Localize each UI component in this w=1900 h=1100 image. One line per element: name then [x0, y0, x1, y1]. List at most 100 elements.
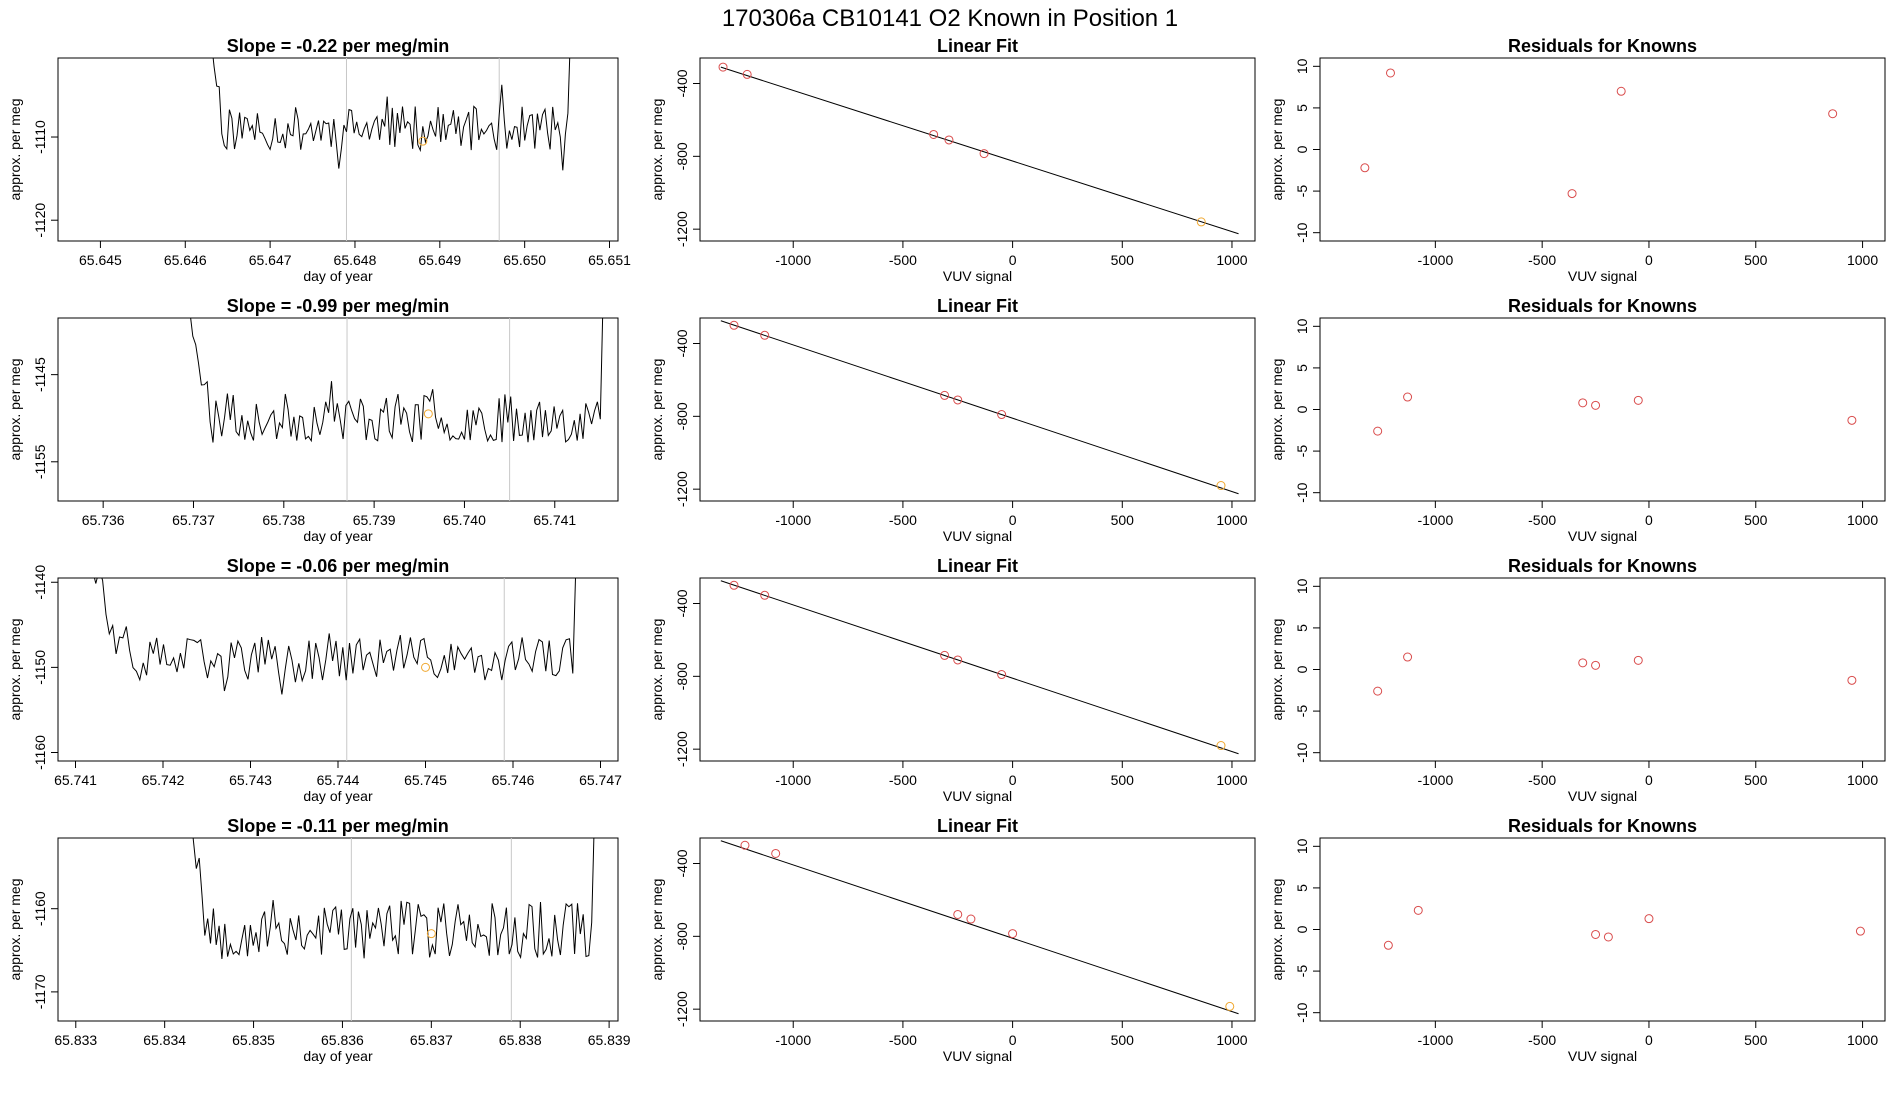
- fit-x-tick-label: 1000: [1216, 772, 1247, 788]
- fit-y-tick-label: -400: [674, 329, 690, 357]
- residual-point: [1403, 652, 1413, 662]
- timeseries-reference-point: [418, 136, 428, 146]
- residual-point: [1567, 189, 1577, 199]
- timeseries-x-tick-label: 65.645: [79, 252, 122, 268]
- timeseries-x-tick-label: 65.837: [410, 1032, 453, 1048]
- timeseries-x-tick-label: 65.647: [249, 252, 292, 268]
- residual-point: [1360, 163, 1370, 173]
- fit-regression-line: [720, 66, 1239, 235]
- timeseries-y-axis-label: approx. per meg: [7, 99, 23, 201]
- timeseries-trace: [192, 838, 595, 960]
- fit-panel-row-2: -1000 -500 0 500 1000 -400 -800 -1200 Linear Fit…: [649, 296, 1256, 544]
- timeseries-x-tick-label: 65.650: [503, 252, 546, 268]
- fit-regression-line: [720, 320, 1239, 495]
- fit-x-tick-label: 0: [1009, 1032, 1017, 1048]
- timeseries-plot-frame: [57, 317, 619, 502]
- fit-known-point: [1008, 929, 1018, 939]
- residual-point: [1633, 655, 1643, 665]
- fit-reference-point: [1216, 741, 1226, 751]
- timeseries-x-tick-label: 65.834: [143, 1032, 186, 1048]
- fit-y-tick-label: -1200: [674, 991, 690, 1027]
- residuals-y-axis-label: approx. per meg: [1269, 879, 1285, 981]
- fit-known-point: [953, 395, 963, 405]
- timeseries-trace: [93, 578, 576, 695]
- timeseries-y-axis-label: approx. per meg: [7, 619, 23, 721]
- residuals-y-axis-label: approx. per meg: [1269, 99, 1285, 201]
- residual-point: [1603, 932, 1613, 942]
- timeseries-x-tick-label: 65.739: [353, 512, 396, 528]
- residuals-x-tick-label: 500: [1744, 1032, 1768, 1048]
- fit-known-point: [742, 69, 752, 79]
- fit-y-tick-label: -400: [674, 69, 690, 97]
- residuals-x-tick-label: -500: [1528, 1032, 1556, 1048]
- residuals-x-tick-label: 1000: [1847, 1032, 1878, 1048]
- residuals-panel-row-3: -1000 -500 0 500 1000 10 5 0 -5 -10 Residuals for …: [1269, 556, 1886, 804]
- timeseries-x-axis-label: day of year: [303, 1048, 373, 1064]
- residuals-y-tick-label: -5: [1294, 705, 1310, 718]
- fit-y-tick-label: -1200: [674, 471, 690, 507]
- fit-x-tick-label: -1000: [775, 252, 811, 268]
- fit-known-point: [729, 580, 739, 590]
- fit-known-point: [718, 62, 728, 72]
- timeseries-x-tick-label: 65.646: [164, 252, 207, 268]
- timeseries-y-tick-label: -1160: [32, 735, 48, 770]
- timeseries-x-axis-label: day of year: [303, 268, 373, 284]
- timeseries-panel-row-4: 65.833 65.834 65.835 65.836 65.837 65.838 65.8…: [7, 816, 631, 1064]
- fit-y-tick-label: -1200: [674, 731, 690, 767]
- residual-point: [1578, 398, 1588, 408]
- residual-point: [1591, 400, 1601, 410]
- fit-plot-frame: [699, 837, 1256, 1022]
- timeseries-y-tick-label: -1160: [32, 891, 48, 926]
- residuals-x-axis-label: VUV signal: [1568, 1048, 1637, 1064]
- timeseries-y-axis-label: approx. per meg: [7, 359, 23, 461]
- fit-known-point: [940, 390, 950, 400]
- fit-y-tick-label: -400: [674, 849, 690, 877]
- fit-known-point: [979, 149, 989, 159]
- timeseries-x-tick-label: 65.651: [588, 252, 631, 268]
- fit-known-point: [760, 330, 770, 340]
- residuals-y-tick-label: 5: [1294, 104, 1310, 112]
- fit-plot-frame: [699, 57, 1256, 242]
- residuals-x-axis-label: VUV signal: [1568, 528, 1637, 544]
- fit-panel-row-4: -1000 -500 0 500 1000 -400 -800 -1200 Linear Fit…: [649, 816, 1256, 1064]
- fit-x-tick-label: 500: [1111, 772, 1135, 788]
- residuals-x-tick-label: 0: [1645, 512, 1653, 528]
- timeseries-x-axis-label: day of year: [303, 528, 373, 544]
- residuals-x-tick-label: -1000: [1417, 772, 1453, 788]
- residuals-y-tick-label: -5: [1294, 445, 1310, 458]
- residuals-y-tick-label: 10: [1294, 318, 1310, 334]
- fit-panel-row-3: -1000 -500 0 500 1000 -400 -800 -1200 Linear Fit…: [649, 556, 1256, 804]
- fit-x-tick-label: -500: [889, 772, 917, 788]
- residual-point: [1383, 940, 1393, 950]
- timeseries-x-tick-label: 65.836: [321, 1032, 364, 1048]
- timeseries-x-tick-label: 65.745: [404, 772, 447, 788]
- timeseries-x-tick-label: 65.648: [334, 252, 377, 268]
- fit-known-point: [944, 135, 954, 145]
- timeseries-x-tick-label: 65.744: [317, 772, 360, 788]
- fit-plot-frame: [699, 577, 1256, 762]
- fit-x-axis-label: VUV signal: [943, 1048, 1012, 1064]
- timeseries-trace: [212, 58, 571, 171]
- fit-known-point: [953, 909, 963, 919]
- residual-point: [1847, 675, 1857, 685]
- fit-x-tick-label: 500: [1111, 252, 1135, 268]
- residuals-title: Residuals for Knowns: [1508, 556, 1697, 576]
- residuals-x-tick-label: 0: [1645, 1032, 1653, 1048]
- fit-x-tick-label: 0: [1009, 252, 1017, 268]
- timeseries-plot-frame: [57, 837, 619, 1022]
- residual-point: [1578, 658, 1588, 668]
- residual-point: [1644, 914, 1654, 924]
- residual-point: [1855, 926, 1865, 936]
- residuals-y-tick-label: 0: [1294, 145, 1310, 153]
- timeseries-x-tick-label: 65.833: [54, 1032, 97, 1048]
- fit-x-tick-label: 1000: [1216, 512, 1247, 528]
- residuals-title: Residuals for Knowns: [1508, 816, 1697, 836]
- fit-known-point: [953, 655, 963, 665]
- residual-point: [1403, 392, 1413, 402]
- timeseries-x-tick-label: 65.839: [588, 1032, 631, 1048]
- residuals-y-tick-label: 0: [1294, 405, 1310, 413]
- timeseries-x-tick-label: 65.742: [142, 772, 185, 788]
- fit-title: Linear Fit: [937, 296, 1018, 316]
- timeseries-y-tick-label: -1170: [32, 974, 48, 1009]
- timeseries-y-axis-label: approx. per meg: [7, 879, 23, 981]
